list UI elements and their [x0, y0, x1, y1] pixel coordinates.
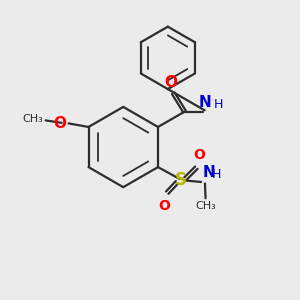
Text: CH₃: CH₃ [22, 114, 43, 124]
Text: S: S [175, 172, 187, 190]
Text: N: N [198, 95, 211, 110]
Text: H: H [212, 168, 221, 181]
Text: O: O [159, 199, 170, 213]
Text: O: O [194, 148, 206, 162]
Text: O: O [164, 74, 177, 89]
Text: O: O [53, 116, 67, 131]
Text: CH₃: CH₃ [195, 201, 216, 211]
Text: N: N [202, 166, 215, 181]
Text: H: H [214, 98, 223, 111]
